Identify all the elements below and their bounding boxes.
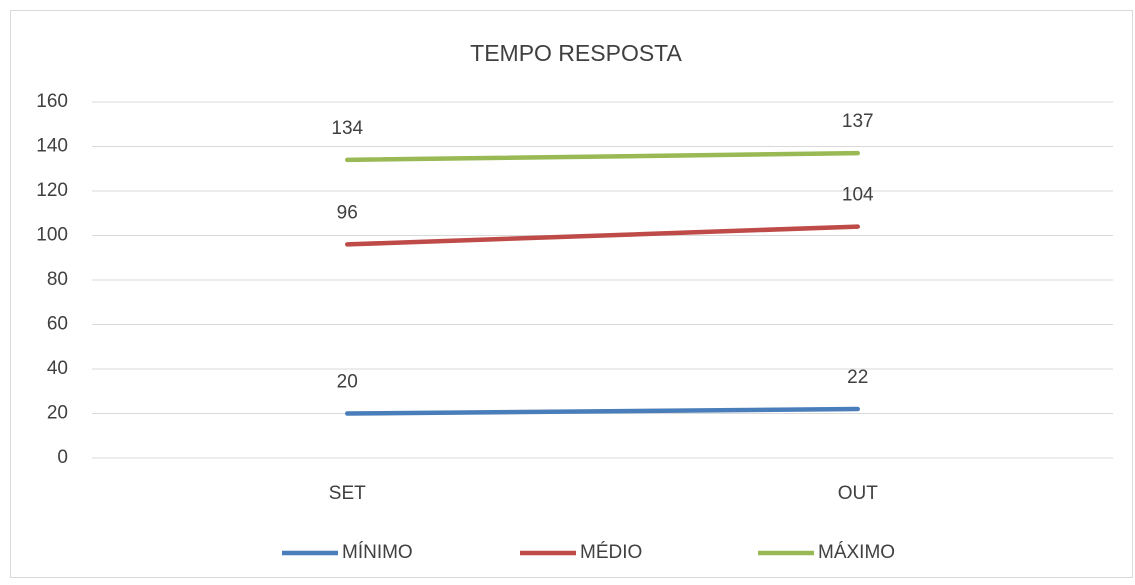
x-tick-label: OUT <box>838 483 879 504</box>
data-label: 104 <box>842 185 874 206</box>
data-label: 134 <box>331 118 363 139</box>
y-tick-label: 60 <box>47 314 68 335</box>
y-tick-label: 140 <box>36 136 68 157</box>
y-tick-label: 0 <box>57 447 68 468</box>
data-label: 22 <box>847 367 868 388</box>
chart-border <box>10 10 1133 578</box>
y-tick-label: 80 <box>47 269 68 290</box>
legend-label: MÉDIO <box>580 542 642 563</box>
y-tick-label: 20 <box>47 403 68 424</box>
y-tick-label: 40 <box>47 358 68 379</box>
y-tick-label: 120 <box>36 180 68 201</box>
data-label: 137 <box>842 111 874 132</box>
series-line <box>345 224 860 247</box>
y-tick-label: 100 <box>36 225 68 246</box>
series-line <box>345 150 860 163</box>
chart-title: TEMPO RESPOSTA <box>470 40 682 66</box>
data-label: 20 <box>337 372 358 393</box>
y-tick-label: 160 <box>36 91 68 112</box>
legend-label: MÁXIMO <box>818 542 895 563</box>
data-label: 96 <box>337 202 358 223</box>
legend-label: MÍNIMO <box>342 542 413 563</box>
x-tick-label: SET <box>329 483 366 504</box>
series-line <box>345 406 860 416</box>
